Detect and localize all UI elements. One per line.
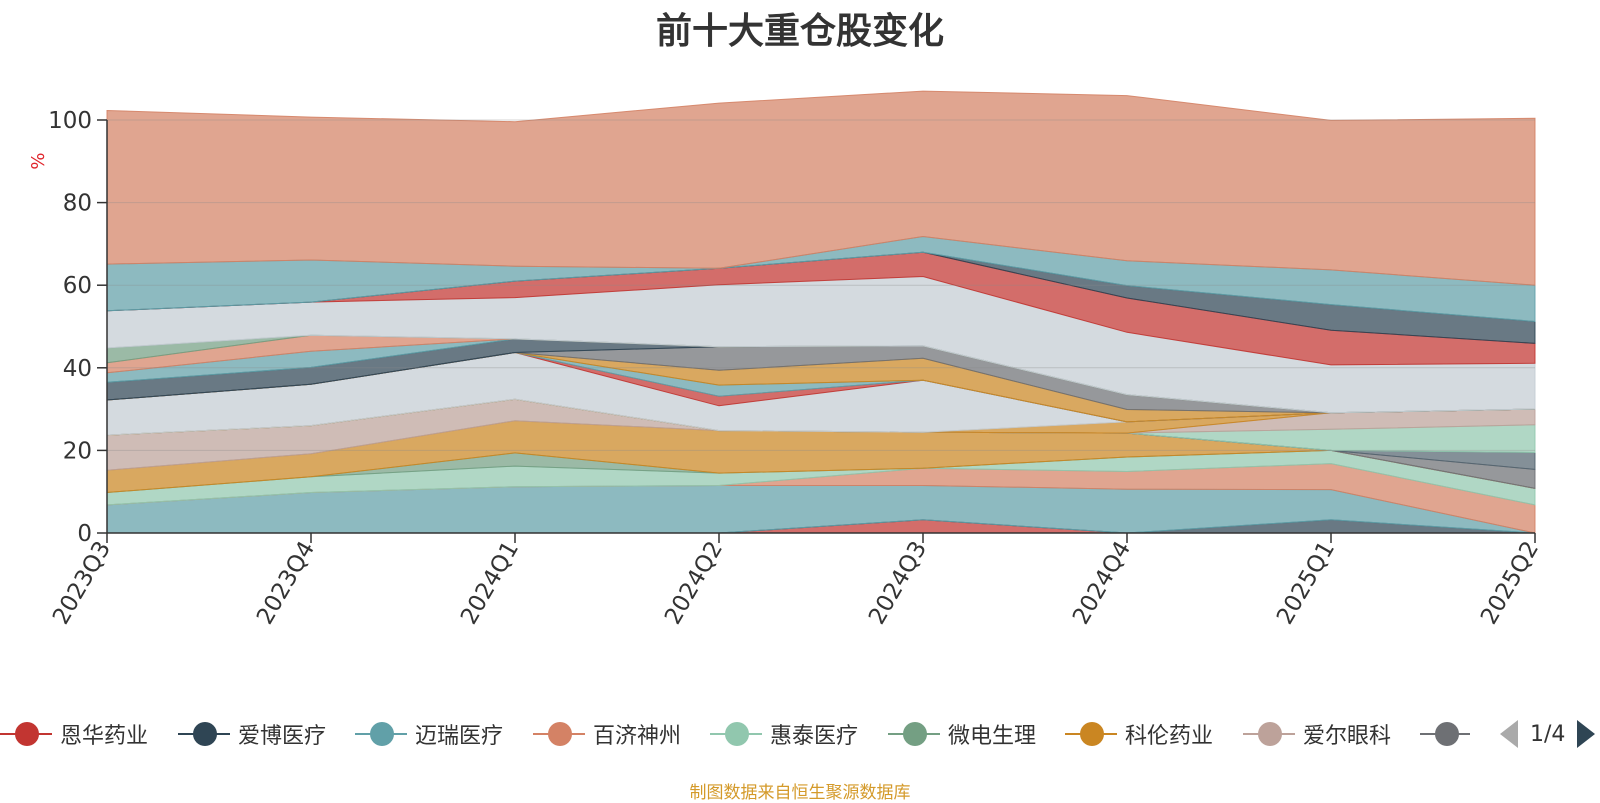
legend-item[interactable]: 百济神州 [533, 714, 681, 754]
y-axis-label: % [28, 152, 49, 169]
y-tick-label: 40 [63, 356, 92, 382]
legend-label: 爱博医疗 [238, 724, 327, 749]
legend-marker-icon [1243, 721, 1295, 747]
legend-pager: 1/4 [1500, 714, 1596, 754]
legend-item[interactable]: 迈瑞医疗 [355, 714, 503, 754]
legend-label: 迈瑞医疗 [415, 724, 504, 749]
area-layers [106, 90, 1536, 534]
legend-items: 恩华药业 爱博医疗 迈瑞医疗 百济神州 惠泰医疗 微电生理 科伦药业 爱尔眼科 … [0, 714, 1470, 754]
x-tick-label: 2024Q2 [660, 537, 728, 629]
chart-title: 前十大重仓股变化 [655, 11, 944, 52]
legend-label: 微电生理 [948, 724, 1037, 749]
x-tick-label: 2025Q1 [1272, 537, 1340, 629]
legend-next-page-icon[interactable] [1577, 720, 1596, 748]
y-tick-label: 80 [63, 191, 92, 217]
legend-marker-icon [888, 721, 940, 747]
grid-lines [107, 119, 1535, 451]
x-tick-label: 2024Q1 [456, 537, 524, 629]
legend-item[interactable]: … [1420, 714, 1470, 754]
legend-item[interactable]: 微电生理 [888, 714, 1036, 754]
legend-prev-page-icon[interactable] [1500, 720, 1518, 748]
legend-label: 百济神州 [593, 724, 682, 749]
x-tick-label: 2023Q3 [48, 537, 116, 629]
x-tick-label: 2024Q3 [864, 537, 932, 629]
source-note: 制图数据来自恒生聚源数据库 [689, 783, 911, 803]
legend-label: 爱尔眼科 [1303, 724, 1392, 749]
legend-label: 惠泰医疗 [770, 724, 859, 749]
legend-marker-icon [533, 721, 585, 747]
y-tick-label: 60 [63, 273, 92, 299]
legend: 恩华药业 爱博医疗 迈瑞医疗 百济神州 惠泰医疗 微电生理 科伦药业 爱尔眼科 … 1/4 [0, 714, 1600, 754]
x-tick-label: 2025Q2 [1476, 537, 1544, 629]
area-series-27 [106, 90, 1536, 286]
y-tick-label: 100 [48, 108, 92, 134]
legend-label: 科伦药业 [1125, 724, 1214, 749]
x-tick-label: 2024Q4 [1068, 537, 1136, 629]
legend-item[interactable]: 惠泰医疗 [710, 714, 858, 754]
legend-marker-icon [710, 721, 762, 747]
legend-item[interactable]: 爱尔眼科 [1243, 714, 1391, 754]
legend-item[interactable]: 科伦药业 [1065, 714, 1213, 754]
x-tick-label: 2023Q4 [252, 537, 320, 629]
legend-marker-icon [178, 721, 230, 747]
legend-marker-icon [1420, 721, 1470, 747]
legend-marker-icon [355, 721, 407, 747]
legend-item[interactable]: 恩华药业 [0, 714, 148, 754]
legend-label: 恩华药业 [60, 724, 149, 749]
legend-marker-icon [1065, 721, 1117, 747]
y-tick-label: 0 [77, 521, 92, 547]
legend-item[interactable]: 爱博医疗 [178, 714, 326, 754]
legend-marker-icon [0, 721, 52, 747]
legend-page-indicator: 1/4 [1530, 721, 1566, 747]
y-tick-label: 20 [63, 438, 92, 464]
